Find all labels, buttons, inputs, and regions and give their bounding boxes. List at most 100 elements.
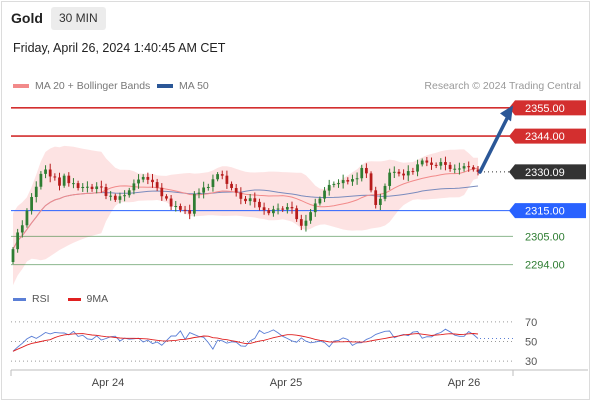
candle-body (58, 177, 61, 186)
candle-body (109, 195, 113, 197)
candle-body (25, 210, 29, 226)
forecast-arrow-shaft (478, 116, 509, 174)
candle (304, 214, 308, 232)
candle (58, 172, 61, 191)
candle (179, 203, 182, 213)
candle (392, 166, 396, 179)
candle (267, 208, 271, 216)
candle (95, 182, 99, 194)
candle (81, 183, 85, 192)
ma9-swatch (67, 297, 81, 301)
candle-body (476, 169, 480, 172)
candle-body (369, 173, 373, 191)
candle-body (123, 195, 126, 197)
candle (234, 184, 238, 197)
candle (141, 174, 145, 183)
candle (476, 165, 480, 176)
candle-body (188, 210, 192, 214)
candle (453, 164, 457, 174)
candle-body (467, 166, 471, 168)
timeframe-button[interactable]: 30 MIN (51, 7, 106, 30)
candle-body (239, 192, 243, 199)
chart-timestamp: Friday, April 26, 2024 1:40:45 AM CET (13, 41, 226, 55)
candle (448, 162, 452, 172)
candle (67, 172, 71, 187)
x-tick-label-1: Apr 25 (270, 377, 302, 389)
candle (244, 196, 247, 204)
level-label-pointer-1 (509, 128, 515, 144)
candle-body (179, 206, 182, 210)
level-label-0: 2355.00 (525, 103, 565, 115)
legend-ma20: MA 20 + Bollinger Bands (13, 80, 150, 92)
candle-body (397, 171, 401, 174)
candle (165, 194, 168, 201)
candle (123, 190, 126, 202)
candle-body (337, 183, 340, 185)
candle-body (295, 208, 299, 220)
candle (458, 162, 461, 175)
candle-body (309, 212, 312, 221)
candle (53, 173, 57, 181)
candle (327, 179, 331, 196)
candle-body (374, 190, 378, 205)
candle (48, 163, 52, 183)
candle-body (318, 198, 322, 204)
candle-body (406, 171, 410, 176)
candle-body (332, 183, 336, 185)
candle (160, 183, 164, 201)
candle (132, 179, 136, 195)
candle-body (234, 188, 238, 193)
candle (281, 206, 285, 213)
rsi-line (12, 328, 479, 352)
candle (253, 192, 257, 208)
candle-body (411, 171, 415, 173)
candle (332, 181, 336, 188)
candle (30, 193, 33, 215)
candle-body (276, 208, 280, 210)
candle (169, 194, 173, 211)
candle (216, 172, 219, 182)
candle-body (253, 198, 257, 202)
candle (355, 172, 359, 185)
candle-body (388, 172, 392, 186)
candle-body (197, 192, 201, 194)
candle (313, 198, 317, 217)
candle (383, 183, 387, 202)
candle (365, 163, 368, 179)
candle (248, 193, 252, 206)
candle (225, 170, 229, 189)
candle-body (86, 186, 89, 188)
level-label-1: 2344.00 (525, 131, 565, 143)
rsi-legend: RSI 9MA (13, 293, 108, 305)
candle-body (262, 207, 266, 211)
candle-body (346, 180, 350, 182)
candle (397, 169, 401, 177)
candle-body (155, 182, 159, 188)
rsi-level-label-0: 70 (525, 317, 537, 329)
level-label-3: 2315.00 (525, 206, 565, 218)
candle-body (141, 176, 145, 180)
candle-body (430, 162, 433, 165)
candle-body (48, 169, 52, 177)
candle-body (113, 195, 117, 200)
candle-body (174, 206, 178, 207)
candle (146, 172, 150, 185)
candle-body (220, 174, 224, 176)
rsi-ma9-line (12, 333, 479, 352)
ma20-label: MA 20 + Bollinger Bands (35, 80, 151, 92)
level-label-box-1 (515, 128, 586, 144)
candle (99, 180, 103, 193)
x-tick-label-0: Apr 24 (92, 377, 124, 389)
candle (34, 181, 38, 203)
candle-body (20, 225, 24, 233)
candle-body (230, 183, 233, 189)
candle-body (327, 184, 331, 191)
candle (374, 186, 378, 209)
candle-body (146, 176, 150, 180)
candle (411, 167, 415, 175)
ma50-swatch (157, 84, 173, 88)
candle (378, 193, 382, 211)
candle (323, 187, 326, 203)
candle (39, 171, 43, 190)
